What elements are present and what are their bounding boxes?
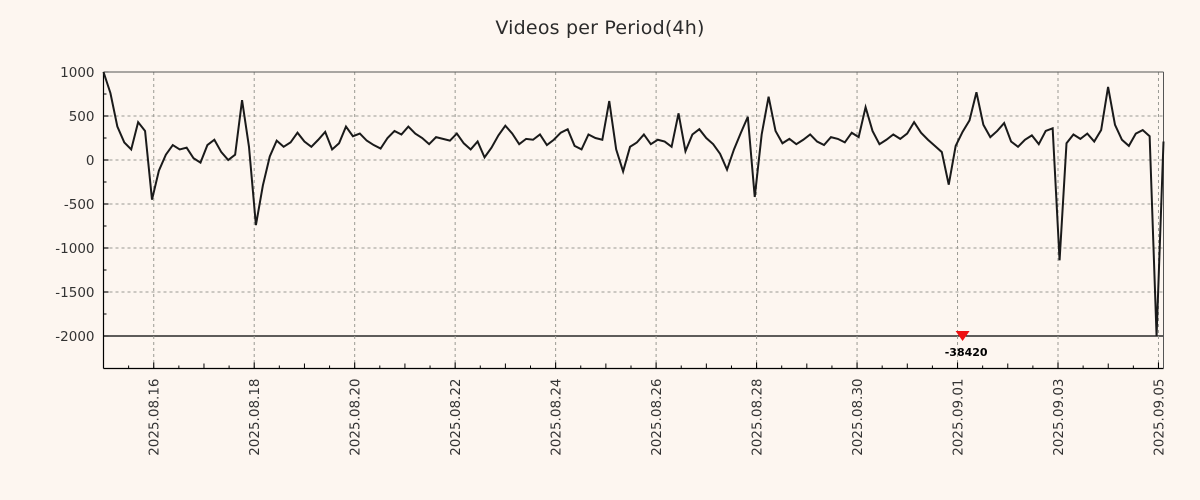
x-tick-label: 2025.09.01 [951, 379, 967, 456]
x-tick-label: 2025.08.30 [850, 379, 866, 456]
y-tick-label: 1000 [60, 65, 94, 81]
y-tick-label: -1500 [55, 285, 94, 301]
annotation-layer: -38420 [945, 331, 988, 359]
x-axis-ticks [128, 362, 1160, 369]
x-axis-labels: 2025.08.16 2025.08.18 2025.08.20 2025.08.22… [147, 379, 1168, 456]
y-tick-label: -500 [64, 197, 95, 213]
y-tick-label: 500 [69, 109, 95, 125]
chart-title: Videos per Period(4h) [495, 17, 705, 39]
x-tick-label: 2025.08.26 [649, 379, 665, 456]
y-tick-label: -2000 [55, 329, 94, 345]
axis-frame [102, 71, 1164, 370]
series-line [102, 71, 1165, 337]
x-tick-label: 2025.09.03 [1051, 379, 1067, 456]
gridlines [103, 71, 1164, 369]
x-tick-label: 2025.08.22 [448, 379, 464, 456]
x-tick-label: 2025.08.24 [549, 379, 565, 456]
y-tick-label: -1000 [55, 241, 94, 257]
x-tick-label: 2025.08.28 [750, 379, 766, 456]
out-of-range-marker [955, 331, 970, 341]
y-axis-ticks [103, 71, 109, 337]
x-tick-label: 2025.08.16 [147, 379, 163, 456]
x-tick-label: 2025.08.18 [247, 379, 263, 456]
data-series [102, 71, 1165, 337]
x-tick-label: 2025.08.20 [348, 379, 364, 456]
y-axis-labels: 1000 500 0 -500 -1000 -1500 -2000 [55, 65, 94, 345]
out-of-range-value-label: -38420 [945, 346, 988, 359]
y-tick-label: 0 [86, 153, 95, 169]
x-tick-label: 2025.09.05 [1151, 379, 1167, 456]
